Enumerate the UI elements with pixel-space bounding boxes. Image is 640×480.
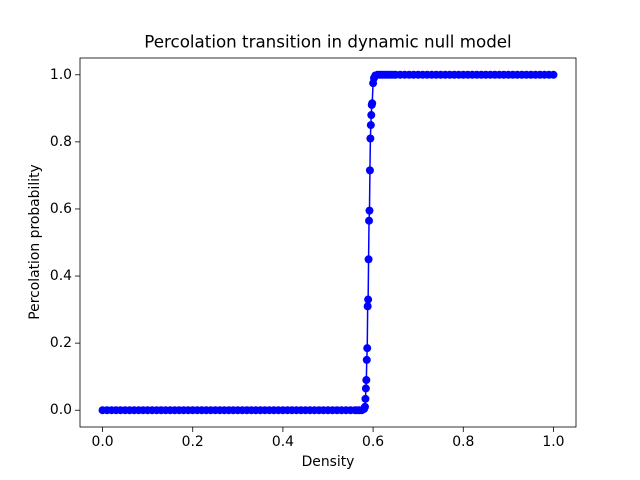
- data-line: [102, 74, 554, 411]
- y-tick-label: 0.4: [50, 268, 72, 284]
- y-tick-label: 0.6: [50, 201, 72, 217]
- data-point: [361, 394, 370, 403]
- data-point: [368, 99, 377, 108]
- x-axis-label: Density: [302, 454, 355, 470]
- data-point: [366, 121, 375, 130]
- y-tick-label: 0.2: [50, 335, 72, 351]
- data-point: [363, 302, 372, 311]
- x-tick-label: 0.2: [182, 434, 204, 450]
- x-tick-label: 0.0: [91, 434, 113, 450]
- data-point: [364, 255, 373, 264]
- y-axis-label: Percolation probability: [27, 164, 43, 319]
- x-tick-label: 0.8: [452, 434, 474, 450]
- data-point: [365, 166, 374, 175]
- y-tick-label: 0.0: [50, 402, 72, 418]
- data-point: [365, 216, 374, 225]
- data-point: [366, 134, 375, 143]
- data-point: [362, 376, 371, 385]
- data-point: [367, 111, 376, 120]
- x-tick-label: 0.4: [272, 434, 294, 450]
- y-tick-label: 0.8: [50, 134, 72, 150]
- data-point: [361, 384, 370, 393]
- chart-title: Percolation transition in dynamic null m…: [144, 32, 511, 52]
- x-tick-label: 1.0: [542, 434, 564, 450]
- y-tick-label: 1.0: [50, 67, 72, 83]
- data-point: [363, 344, 372, 353]
- data-point: [365, 206, 374, 215]
- data-point: [360, 402, 369, 411]
- data-point: [364, 295, 373, 304]
- x-tick-label: 0.6: [362, 434, 384, 450]
- data-point: [549, 70, 558, 79]
- plot-frame: [79, 57, 577, 428]
- data-point: [362, 355, 371, 364]
